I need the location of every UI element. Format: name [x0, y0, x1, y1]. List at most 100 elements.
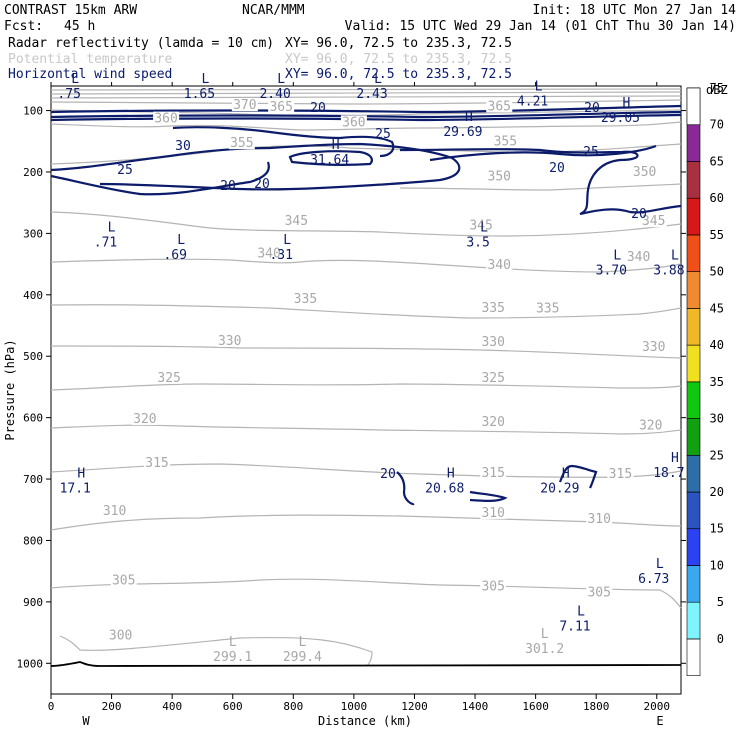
- colorbar-swatch: [686, 197, 701, 236]
- jet-contour-25-east: [429, 144, 657, 162]
- theta-contour-label: 355: [230, 136, 253, 151]
- y-tick-label: 200: [23, 166, 43, 179]
- wind-extremum-value: .75: [57, 87, 80, 102]
- theta-extremum-type: L: [229, 635, 237, 650]
- theta-label-bg: [631, 165, 658, 179]
- theta-contour-label: 365: [269, 100, 292, 115]
- colorbar-tick-label: 15: [710, 522, 724, 536]
- x-tick-label: 1600: [522, 700, 549, 713]
- wind-extremum-type: L: [283, 233, 291, 248]
- colorbar-tick-label: 25: [710, 448, 724, 462]
- x-axis-label: Distance (km): [318, 714, 412, 728]
- wind-contour-label: 25: [117, 163, 133, 178]
- theta-label-bg: [640, 340, 667, 354]
- wind-extremum-value: 29.69: [443, 125, 482, 140]
- colorbar-tick-label: 55: [710, 228, 724, 242]
- jet-contour-20-east: [399, 148, 682, 216]
- wind-extremum-type: L: [535, 79, 543, 94]
- colorbar-tick-label: 65: [710, 155, 724, 169]
- isentrope-370: [50, 99, 682, 105]
- jet-contour-30: [172, 126, 395, 158]
- isentrope-325: [50, 383, 682, 391]
- colorbar-tick-label: 35: [710, 375, 724, 389]
- theta-contour-label: 320: [481, 415, 504, 430]
- theta-label-bg: [486, 169, 513, 183]
- y-tick-label: 400: [23, 289, 43, 302]
- field-xy-theta: XY= 96.0, 72.5 to 235.3, 72.5: [285, 52, 512, 67]
- colorbar-swatch: [686, 601, 701, 640]
- colorbar-tick-label: 5: [717, 595, 724, 609]
- org-label: NCAR/MMM: [242, 3, 305, 18]
- lowlevel-contour-20a: [396, 471, 415, 506]
- theta-extremum-value: 299.4: [283, 650, 322, 665]
- colorbar-tick-label: 0: [717, 632, 724, 646]
- theta-label-bg: [625, 249, 652, 263]
- x-tick-label: 400: [162, 700, 182, 713]
- wind-extremum-type: H: [332, 138, 340, 153]
- theta-contour-label: 335: [481, 301, 504, 316]
- wind-contour-label: 25: [583, 145, 599, 160]
- theta-contour-label: 350: [633, 165, 656, 180]
- theta-label-bg: [131, 411, 158, 425]
- wind-extremum-value: 4.21: [517, 94, 548, 109]
- isentrope-stratosphere-3: [50, 88, 682, 91]
- theta-contour-label: 300: [109, 629, 132, 644]
- isentrope-320: [50, 424, 682, 435]
- y-tick-label: 700: [23, 473, 43, 486]
- isentrope-stratosphere-1: [50, 91, 682, 95]
- y-tick-label: 1000: [17, 657, 44, 670]
- theta-label-bg: [231, 98, 258, 112]
- wind-extremum-value: 29.05: [601, 111, 640, 126]
- theta-extremum-type: L: [298, 635, 306, 650]
- x-tick-label: 0: [48, 700, 55, 713]
- theta-contour-label: 305: [112, 573, 135, 588]
- theta-contour-label: 340: [257, 247, 280, 262]
- wind-extremum-value: 3.5: [466, 236, 489, 251]
- field-xy-reflectivity: XY= 96.0, 72.5 to 235.3, 72.5: [285, 36, 512, 51]
- colorbar-swatch: [686, 491, 701, 530]
- jet-contour-upper-20: [50, 104, 682, 114]
- wind-extremum-type: L: [374, 72, 382, 87]
- theta-label-bg: [144, 456, 171, 470]
- theta-label-bg: [107, 628, 134, 642]
- colorbar-tick-label: 50: [710, 265, 724, 279]
- jet-core-31: [288, 150, 373, 166]
- lowlevel-contour-20b: [469, 490, 508, 502]
- theta-label-bg: [486, 99, 513, 113]
- x-tick-label: 200: [102, 700, 122, 713]
- theta-label-bg: [292, 292, 319, 306]
- lowlevel-contour-20c: [558, 464, 598, 489]
- isentrope-stratosphere-2: [50, 95, 682, 99]
- colorbar-swatch: [686, 234, 701, 272]
- theta-contour-label: 325: [481, 371, 504, 386]
- colorbar-swatch: [686, 308, 701, 346]
- wind-extremum-value: 3.88: [653, 263, 684, 278]
- theta-contour-label: 310: [481, 506, 504, 521]
- theta-extremum-value: 301.2: [525, 642, 564, 657]
- wind-extremum-value: 3.70: [596, 263, 627, 278]
- theta-label-bg: [480, 370, 507, 384]
- theta-contour-label: 330: [218, 334, 241, 349]
- y-axis: 100 200 300 400 500 600 700 800 900 1000: [17, 105, 686, 670]
- y-tick-label: 600: [23, 412, 43, 425]
- wind-extremum-value: 6.73: [638, 572, 669, 587]
- colorbar-swatch: [686, 418, 701, 456]
- wind-contour-label: 20: [380, 467, 396, 482]
- x-tick-label: 800: [283, 700, 303, 713]
- wind-extremum-type: H: [465, 110, 473, 125]
- y-tick-label: 500: [23, 350, 43, 363]
- colorbar-swatch: [686, 381, 701, 419]
- colorbar-tick-label: 10: [710, 559, 724, 573]
- theta-label-bg: [468, 218, 495, 232]
- wind-extremum-type: H: [671, 451, 679, 466]
- wind-extremum-value: .71: [94, 236, 117, 251]
- field-name-theta: Potential temperature: [8, 52, 173, 67]
- wind-extremum-value: .69: [163, 248, 186, 263]
- isentrope-300: [59, 635, 373, 667]
- wind-extremum-value: 17.1: [60, 481, 91, 496]
- theta-contour-label: 310: [587, 512, 610, 527]
- wind-extrema: L.75L1.65L2.40L2.43L4.21H29.69H29.05H31.…: [57, 72, 684, 634]
- wind-contour-label: 20: [220, 179, 236, 194]
